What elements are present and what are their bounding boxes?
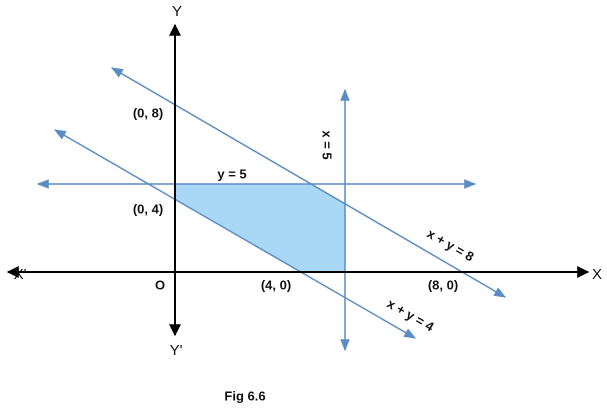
axis-label: X [592,266,602,283]
line-label: x = 5 [320,130,335,159]
point-label: (4, 0) [261,277,291,292]
point-label: (0, 4) [133,201,163,216]
line-label: y = 5 [217,166,246,181]
point-label: (0, 8) [133,105,163,120]
point-label: (8, 0) [428,277,458,292]
line-label: x + y = 4 [385,296,438,335]
origin-label: O [155,277,165,292]
feasible-region [175,184,345,272]
line-xy4 [53,129,417,339]
caption: Fig 6.6 [224,388,265,403]
axis-label: Y [172,3,182,20]
line-label: x + y = 8 [425,226,477,265]
axis-label: X' [14,266,27,283]
axis-label: Y' [170,342,183,359]
